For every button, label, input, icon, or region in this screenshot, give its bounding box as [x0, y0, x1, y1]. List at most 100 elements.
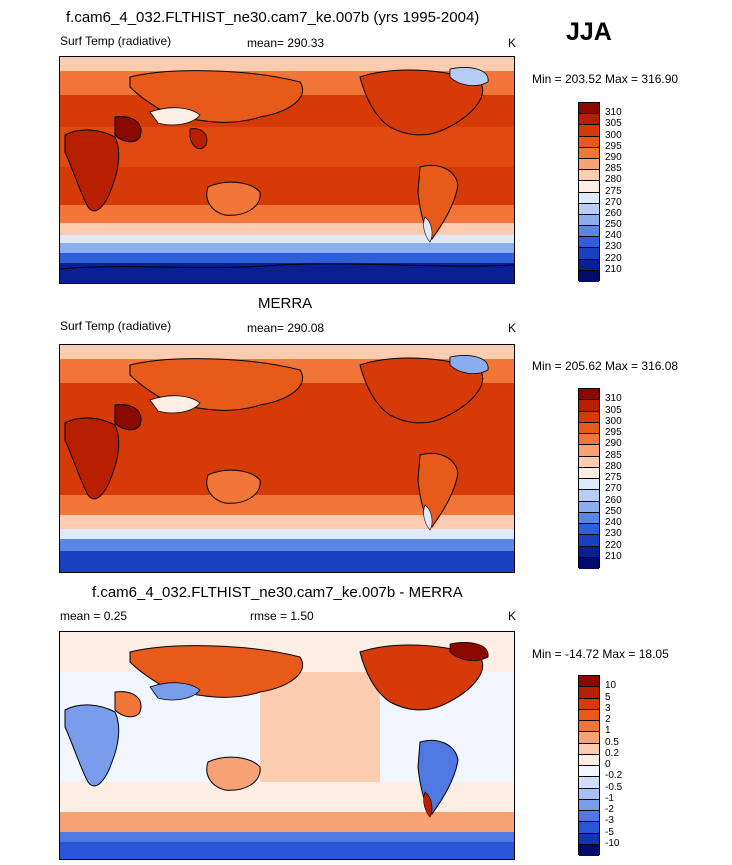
colorbar-swatch [579, 743, 599, 755]
colorbar-swatch [579, 237, 599, 249]
panel3-colorbar [578, 675, 600, 856]
panel2-units: K [508, 321, 517, 335]
colorbar-tick-label: 2 [605, 714, 611, 725]
colorbar-swatch [579, 698, 599, 710]
colorbar-swatch [579, 822, 599, 834]
colorbar-tick-label: 310 [605, 107, 622, 119]
colorbar-tick-label: 1 [605, 725, 611, 737]
panel3-minmax: Min = -14.72 Max = 18.05 [532, 647, 669, 661]
colorbar-swatch [579, 557, 599, 569]
colorbar-tick-label: -0.5 [605, 781, 623, 793]
panel1-variable: Surf Temp (radiative) [60, 34, 172, 48]
colorbar-tick-label: 0.2 [605, 747, 619, 759]
colorbar-swatch [579, 456, 599, 468]
colorbar-tick-label: 210 [605, 550, 622, 562]
colorbar-tick-label: 5 [605, 691, 611, 703]
colorbar-tick-label: 210 [605, 263, 622, 275]
colorbar-tick-label: 300 [605, 415, 622, 427]
colorbar-tick-label: 290 [605, 438, 622, 450]
colorbar-swatch [579, 147, 599, 159]
panel1-minmax: Min = 203.52 Max = 316.90 [532, 72, 679, 86]
colorbar-swatch [579, 709, 599, 721]
colorbar-swatch [579, 811, 599, 823]
colorbar-swatch [579, 799, 599, 811]
colorbar-tick-label: -5 [605, 826, 614, 838]
colorbar-tick-label: -10 [605, 837, 620, 849]
colorbar-swatch [579, 248, 599, 260]
panel2-title: MERRA [258, 295, 313, 312]
colorbar-swatch [579, 125, 599, 137]
colorbar-swatch [579, 524, 599, 536]
colorbar-tick-label: 260 [605, 494, 622, 506]
colorbar-tick-label: -2 [605, 804, 614, 815]
colorbar-swatch [579, 158, 599, 171]
colorbar-tick-label: 305 [605, 404, 622, 416]
panel2-mean: mean= 290.08 [247, 321, 325, 335]
colorbar-tick-label: 300 [605, 129, 622, 141]
colorbar-swatch [579, 535, 599, 547]
panel3-title: f.cam6_4_032.FLTHIST_ne30.cam7_ke.007b -… [92, 584, 463, 601]
colorbar-swatch [579, 501, 599, 513]
colorbar-tick-label: 275 [605, 472, 622, 483]
panel1-map [59, 56, 515, 284]
colorbar-swatch [579, 467, 599, 479]
colorbar-swatch [579, 766, 599, 778]
colorbar-swatch [579, 181, 599, 193]
panel2-variable: Surf Temp (radiative) [60, 319, 172, 333]
colorbar-tick-label: 240 [605, 230, 622, 242]
colorbar-tick-label: 230 [605, 528, 622, 540]
panel2-minmax: Min = 205.62 Max = 316.08 [532, 359, 679, 373]
colorbar-swatch [579, 103, 599, 115]
colorbar-tick-label: 0 [605, 759, 611, 770]
colorbar-swatch [579, 445, 599, 457]
colorbar-swatch [579, 389, 599, 401]
panel3-rmse: rmse = 1.50 [250, 609, 314, 623]
colorbar-tick-label: -1 [605, 792, 614, 804]
colorbar-tick-label: 10 [605, 680, 617, 692]
colorbar-tick-label: 295 [605, 140, 622, 152]
colorbar-swatch [579, 136, 599, 148]
colorbar-swatch [579, 777, 599, 789]
colorbar-tick-label: 240 [605, 517, 622, 528]
colorbar-swatch [579, 754, 599, 766]
colorbar-tick-label: 270 [605, 196, 622, 208]
colorbar-tick-label: 280 [605, 460, 622, 472]
colorbar-tick-label: 260 [605, 207, 622, 219]
colorbar-swatch [579, 400, 599, 412]
colorbar-tick-label: 295 [605, 427, 622, 438]
colorbar-swatch [579, 214, 599, 227]
colorbar-tick-label: 305 [605, 118, 622, 130]
colorbar-tick-label: 3 [605, 702, 611, 714]
colorbar-tick-label: 270 [605, 483, 622, 495]
colorbar-swatch [579, 546, 599, 558]
colorbar-swatch [579, 411, 599, 423]
colorbar-tick-label: 250 [605, 505, 622, 517]
colorbar-swatch [579, 732, 599, 744]
colorbar-swatch [579, 676, 599, 688]
colorbar-tick-label: 250 [605, 219, 622, 231]
colorbar-tick-label: 285 [605, 449, 622, 461]
colorbar-swatch [579, 226, 599, 238]
colorbar-swatch [579, 788, 599, 800]
colorbar-tick-label: 310 [605, 393, 622, 405]
colorbar-swatch [579, 434, 599, 446]
colorbar-tick-label: 285 [605, 163, 622, 175]
colorbar-tick-label: 275 [605, 185, 622, 197]
panel2-colorbar [578, 388, 600, 569]
panel3-mean: mean = 0.25 [60, 609, 128, 623]
colorbar-tick-label: 220 [605, 252, 622, 264]
colorbar-swatch [579, 203, 599, 215]
season-label: JJA [566, 18, 612, 46]
colorbar-swatch [579, 512, 599, 524]
panel3-map [59, 631, 515, 860]
colorbar-swatch [579, 270, 599, 282]
panel1-title: f.cam6_4_032.FLTHIST_ne30.cam7_ke.007b (… [66, 9, 480, 26]
colorbar-swatch [579, 170, 599, 182]
colorbar-tick-label: -3 [605, 815, 614, 827]
colorbar-swatch [579, 721, 599, 733]
colorbar-swatch [579, 490, 599, 502]
colorbar-tick-label: 0.5 [605, 736, 619, 748]
colorbar-tick-label: 290 [605, 151, 622, 163]
colorbar-swatch [579, 192, 599, 204]
panel1-colorbar [578, 102, 600, 282]
